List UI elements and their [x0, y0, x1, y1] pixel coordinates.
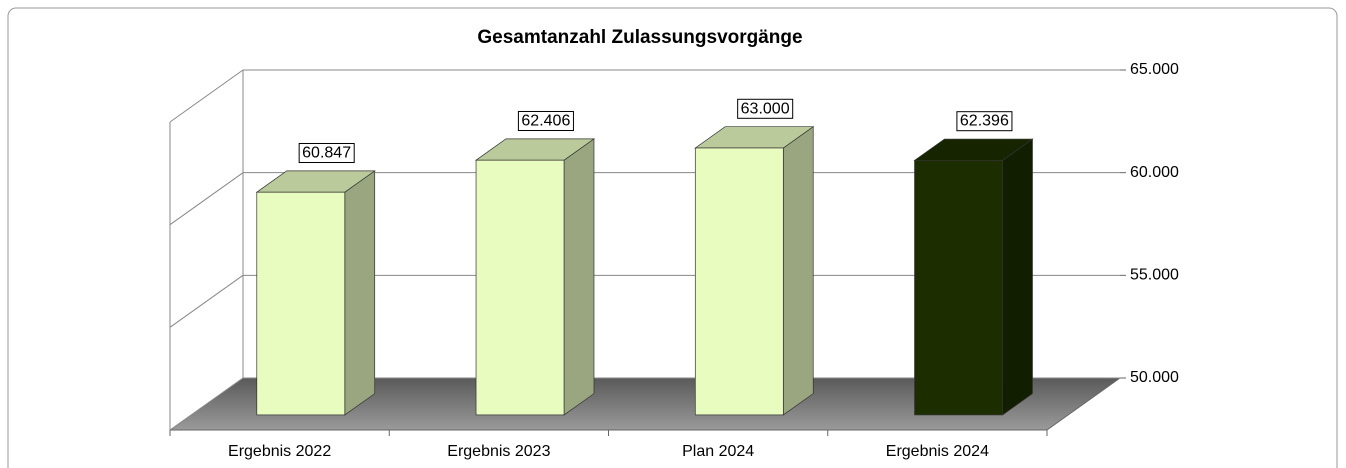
bar-side — [344, 170, 376, 416]
x-tick-label: Plan 2024 — [682, 443, 754, 460]
y-tick-label: 60.000 — [1130, 164, 1179, 181]
grid-line-side — [169, 172, 244, 226]
data-label: 63.000 — [741, 100, 790, 117]
data-label-box — [298, 142, 355, 164]
data-label-box — [737, 98, 794, 119]
bar — [256, 191, 346, 416]
bar-side — [563, 138, 595, 416]
x-tick-label: Ergebnis 2024 — [886, 443, 989, 460]
plot: 50.000 55.000 60.000 65.000 Ergebnis 2022 60.… — [169, 61, 1179, 460]
floor-edge — [1046, 377, 1121, 431]
grid-line-side — [169, 377, 244, 431]
chart-title: Gesamtanzahl Zulassungsvorgänge — [477, 27, 802, 48]
bar — [694, 147, 784, 416]
floor — [170, 378, 1120, 430]
bar — [475, 159, 565, 416]
grid-line-side — [169, 69, 244, 123]
data-label: 62.396 — [960, 113, 1009, 130]
y-tick-label: 65.000 — [1130, 61, 1179, 78]
y-tick-label: 50.000 — [1130, 369, 1179, 386]
x-tick-label: Ergebnis 2023 — [447, 443, 550, 460]
data-label: 60.847 — [302, 144, 351, 161]
bar-side — [782, 125, 814, 416]
x-tick-label: Ergebnis 2022 — [228, 443, 331, 460]
data-label: 62.406 — [521, 112, 570, 129]
y-tick-label: 55.000 — [1130, 267, 1179, 284]
grid-line-side — [169, 274, 244, 328]
bar-side — [1002, 138, 1033, 416]
data-label-box — [956, 111, 1013, 132]
bar — [914, 160, 1003, 416]
data-label-box — [517, 110, 574, 131]
